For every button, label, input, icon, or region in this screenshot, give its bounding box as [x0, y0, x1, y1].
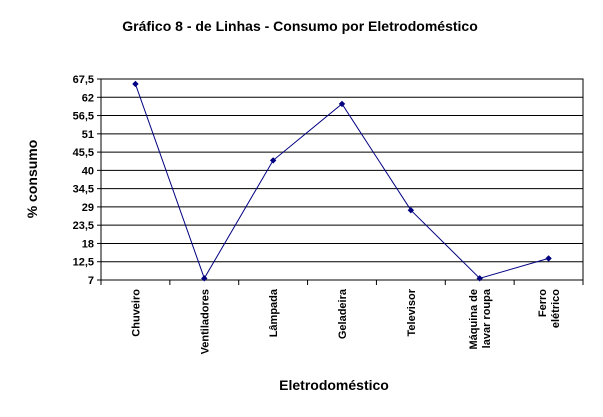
- plot-area-border: [100, 78, 584, 281]
- data-point-marker: [545, 255, 552, 262]
- y-axis-title: % consumo: [24, 140, 40, 219]
- y-tick-label: 67,5: [73, 74, 94, 86]
- data-point-marker: [338, 100, 346, 108]
- x-tick-label-line: Chuveiro: [130, 289, 142, 337]
- y-tick-label: 23,5: [73, 220, 94, 232]
- x-tick-label-line: Televisor: [406, 288, 418, 336]
- y-tick-label: 7: [88, 275, 94, 287]
- x-tick-label: Ferroelétrico: [537, 289, 562, 328]
- x-tick-label-line: elétrico: [550, 289, 562, 328]
- data-point-marker: [269, 157, 277, 164]
- y-tick-label: 34,5: [73, 184, 94, 196]
- data-markers: [132, 80, 552, 282]
- x-tick-label-line: lavar roupa: [481, 288, 493, 348]
- x-tick-label-line: Ferro: [537, 289, 549, 317]
- x-tick-label: Ventiladores: [199, 289, 211, 354]
- y-tick-label: 12,5: [73, 257, 94, 269]
- chart-title: Gráfico 8 - de Linhas - Consumo por Elet…: [122, 18, 478, 34]
- x-tick-label-line: Ventiladores: [199, 289, 211, 354]
- x-tick-label: Geladeira: [337, 288, 349, 339]
- x-axis-title: Eletrodoméstico: [279, 377, 389, 393]
- x-tick-label-line: Máquina de: [468, 289, 480, 350]
- x-tick-label-line: Lâmpada: [268, 288, 280, 337]
- data-point-marker: [476, 275, 483, 282]
- y-tick-label: 40: [82, 165, 94, 177]
- y-tick-label: 45,5: [73, 147, 94, 159]
- axes: [100, 78, 584, 285]
- x-tick-label-line: Geladeira: [337, 288, 349, 339]
- data-point-marker: [407, 207, 415, 214]
- data-point-marker: [132, 80, 139, 88]
- y-tick-label: 56,5: [73, 111, 94, 123]
- x-tick-label: Máquina delavar roupa: [468, 288, 493, 349]
- x-tick-label: Lâmpada: [268, 288, 280, 337]
- series-line: [134, 83, 549, 280]
- y-tick-labels: 7 12,5 18 23,5 29 34,5 40 45,5 51 56,5 62 67,5: [73, 74, 94, 287]
- y-tick-label: 18: [82, 238, 94, 250]
- x-tick-label: Chuveiro: [130, 289, 142, 337]
- x-tick-label: Televisor: [406, 288, 418, 336]
- y-tick-label: 29: [82, 202, 94, 214]
- gridlines: [97, 78, 583, 281]
- y-tick-label: 62: [82, 92, 94, 104]
- x-tick-labels: Chuveiro Ventiladores Lâmpada Geladeira Tele…: [130, 288, 562, 354]
- y-tick-label: 51: [82, 129, 94, 141]
- data-point-marker: [201, 275, 208, 282]
